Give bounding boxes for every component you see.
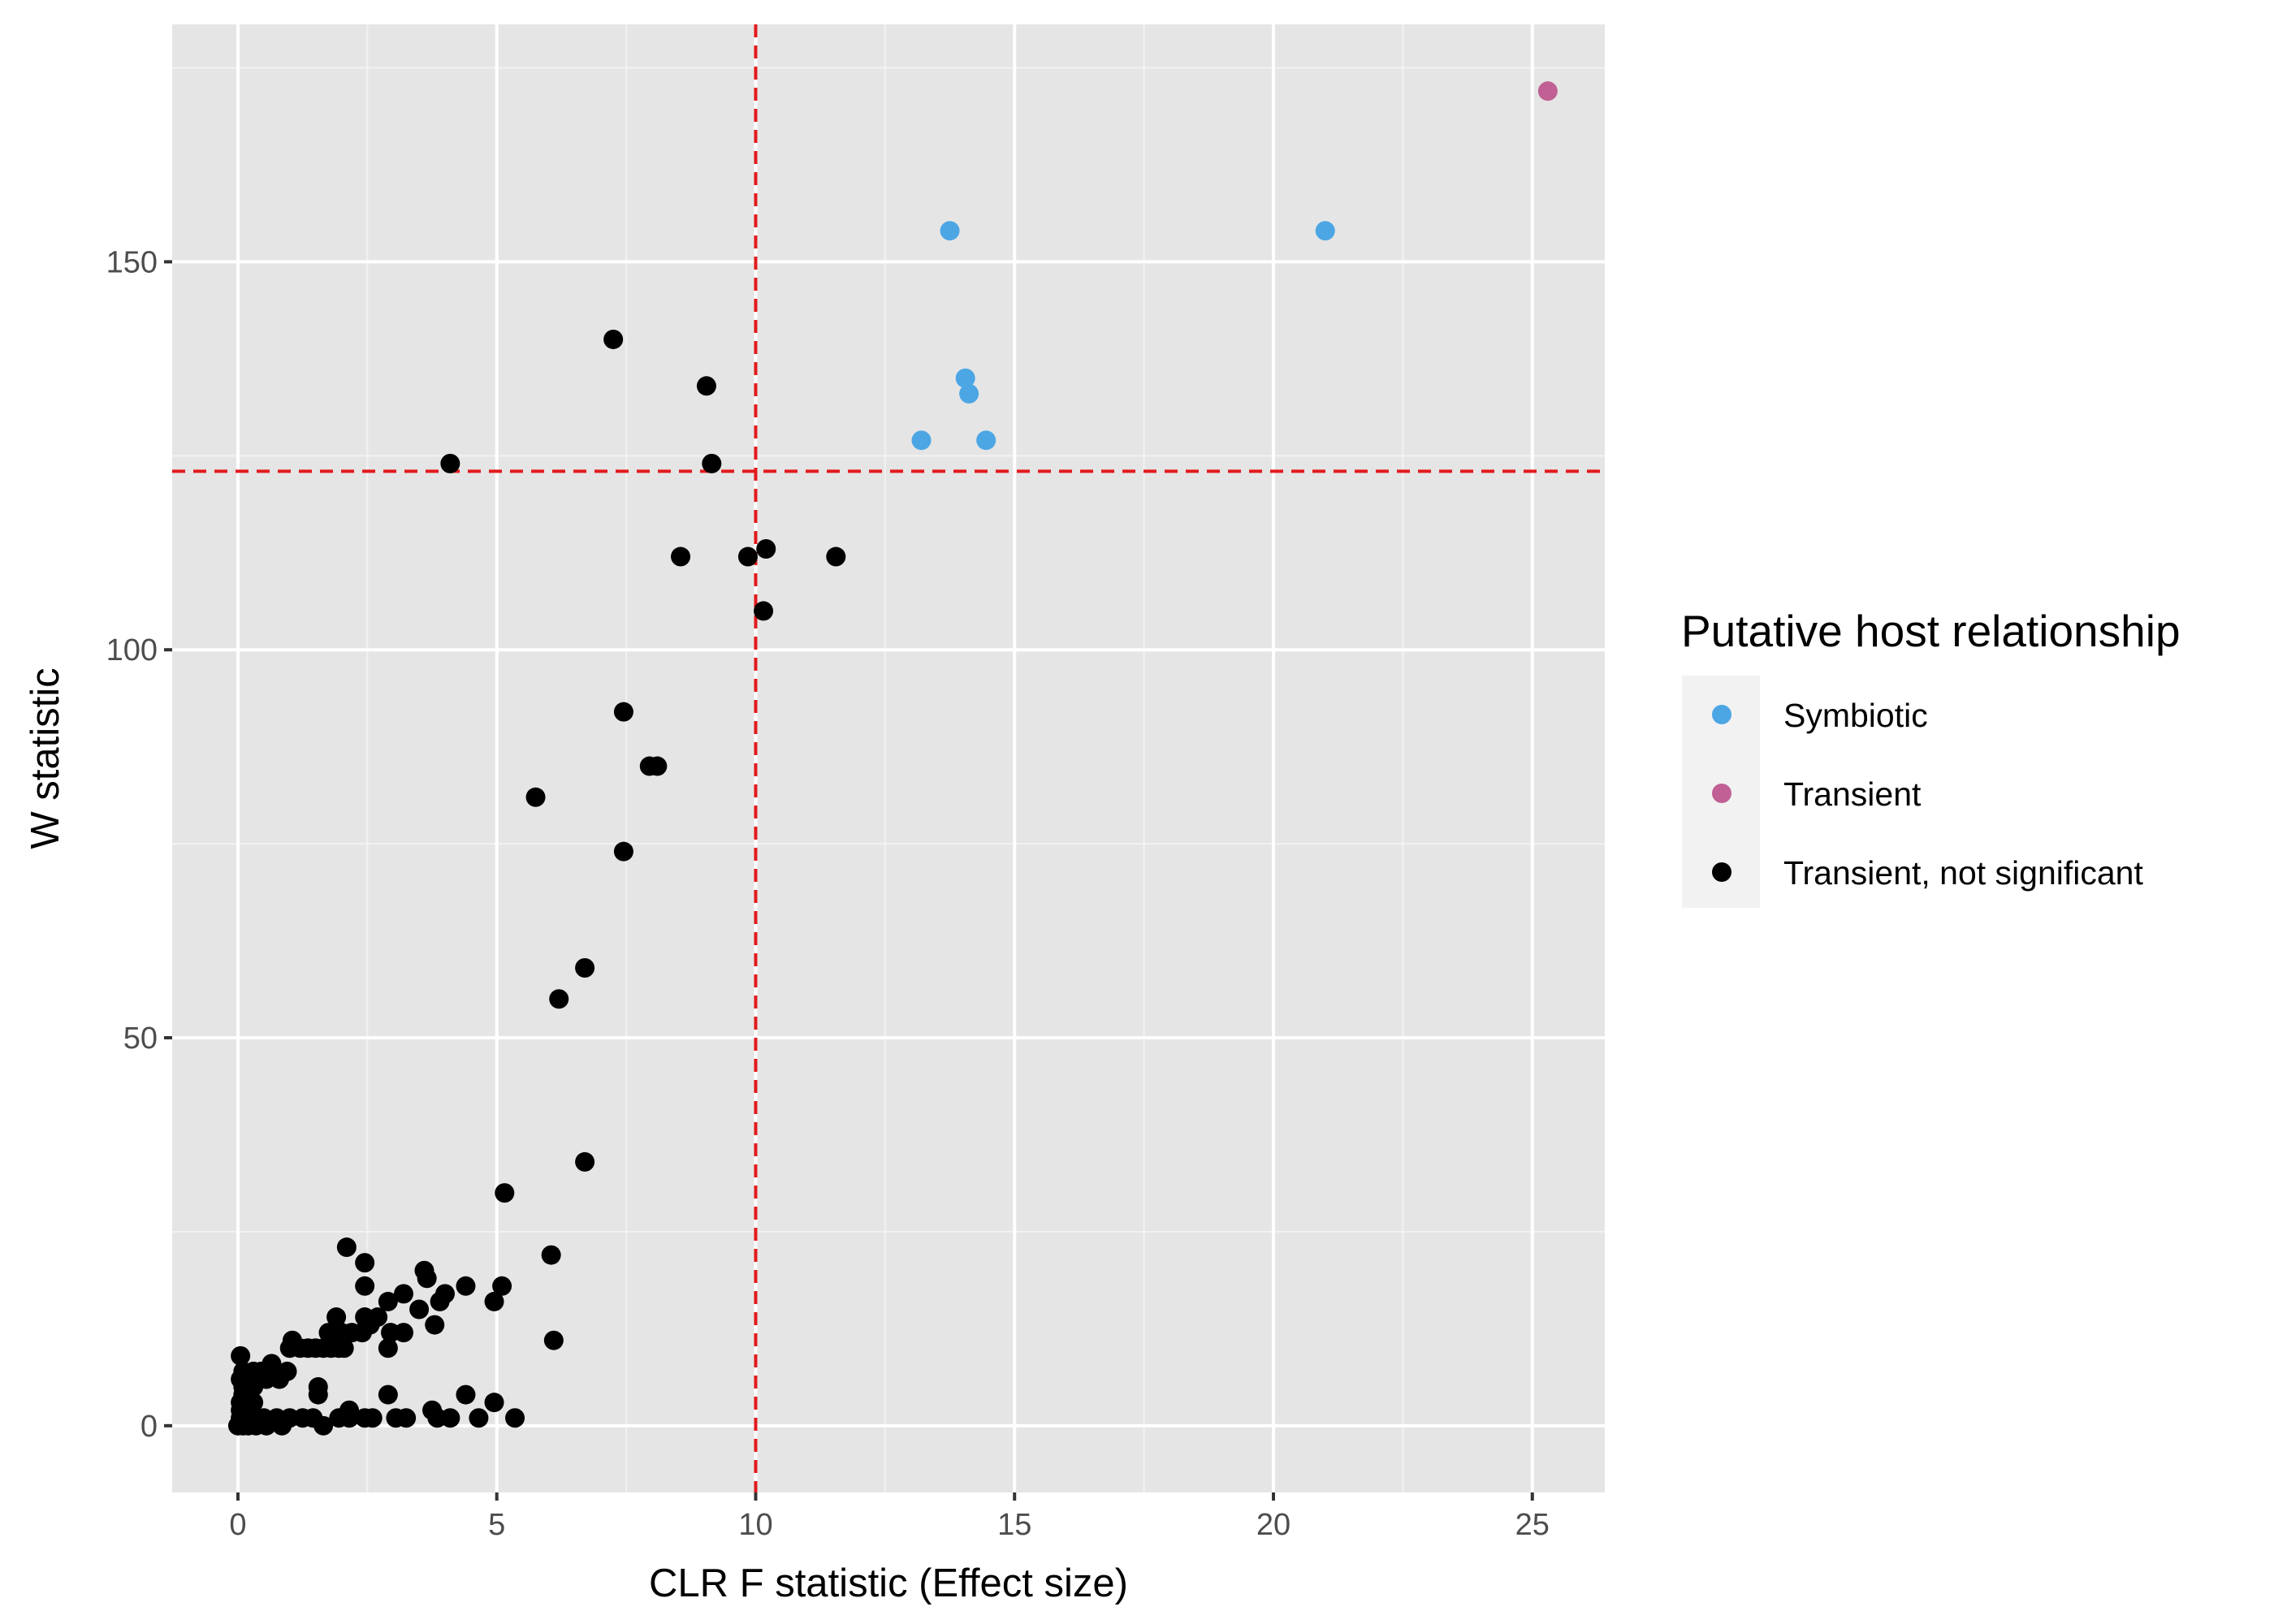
point-transient-not-significant xyxy=(647,756,668,776)
x-tick-label: 15 xyxy=(997,1508,1031,1542)
point-symbiotic xyxy=(911,430,932,451)
threshold-lines xyxy=(172,24,1605,1492)
point-transient-not-significant xyxy=(362,1408,383,1428)
point-symbiotic xyxy=(1315,221,1335,241)
x-axis-title: CLR F statistic (Effect size) xyxy=(649,1561,1128,1605)
legend-label: Symbiotic xyxy=(1783,697,1928,734)
point-transient-not-significant xyxy=(575,1151,595,1172)
point-symbiotic xyxy=(959,383,979,404)
point-transient-not-significant xyxy=(334,1338,354,1358)
point-transient-not-significant xyxy=(826,546,846,567)
legend-title: Putative host relationship xyxy=(1681,606,2181,656)
point-transient-not-significant xyxy=(355,1276,375,1296)
y-tick-labels: 0 50 100 150 xyxy=(106,245,158,1443)
point-transient-not-significant xyxy=(440,1408,460,1428)
point-transient-not-significant xyxy=(469,1408,489,1428)
point-transient-not-significant xyxy=(269,1369,289,1389)
point-transient-not-significant xyxy=(440,453,460,473)
point-transient-not-significant xyxy=(484,1393,504,1413)
point-transient-not-significant xyxy=(575,958,595,978)
point-transient-not-significant xyxy=(696,376,716,396)
point-transient-not-significant xyxy=(355,1253,375,1273)
point-transient-not-significant xyxy=(525,787,546,807)
point-transient-not-significant xyxy=(613,841,633,862)
point-transient-not-significant xyxy=(613,702,633,722)
legend-label: Transient, not significant xyxy=(1783,854,2143,892)
point-transient-not-significant xyxy=(352,1323,372,1343)
point-transient-not-significant xyxy=(456,1276,476,1296)
legend-key xyxy=(1712,862,1731,882)
legend-label: Transient xyxy=(1783,775,1922,813)
legend-entries: Symbiotic Transient Transient, not signifi… xyxy=(1712,697,2143,892)
point-transient-not-significant xyxy=(549,989,569,1009)
point-symbiotic xyxy=(940,221,960,241)
point-transient-not-significant xyxy=(430,1291,450,1311)
legend-key xyxy=(1712,705,1731,724)
point-transient-not-significant xyxy=(308,1384,328,1405)
point-transient-not-significant xyxy=(495,1183,515,1203)
point-transient-not-significant xyxy=(417,1268,437,1289)
x-tick-label: 5 xyxy=(488,1508,505,1542)
point-transient-not-significant xyxy=(505,1408,525,1428)
point-transient xyxy=(1537,81,1558,102)
point-transient-not-significant xyxy=(603,329,624,349)
point-symbiotic xyxy=(976,430,996,451)
y-tick-label: 100 xyxy=(106,633,158,667)
point-transient-not-significant xyxy=(257,1415,277,1436)
y-axis-title: W statistic xyxy=(24,667,67,849)
point-transient-not-significant xyxy=(756,538,776,559)
data-points xyxy=(227,81,1558,1436)
point-transient-not-significant xyxy=(425,1315,445,1335)
x-tick-labels: 0 5 10 15 20 25 xyxy=(229,1508,1549,1542)
point-transient-not-significant xyxy=(671,546,691,567)
point-transient-not-significant xyxy=(393,1323,413,1343)
point-transient-not-significant xyxy=(396,1408,417,1428)
point-transient-not-significant xyxy=(754,601,774,621)
y-tick-label: 0 xyxy=(141,1410,158,1444)
point-transient-not-significant xyxy=(336,1237,357,1258)
point-transient-not-significant xyxy=(541,1245,561,1265)
point-transient-not-significant xyxy=(231,1345,251,1366)
legend: Putative host relationship Symbiotic Tran… xyxy=(1681,606,2181,908)
point-transient-not-significant xyxy=(378,1291,398,1311)
x-tick-label: 25 xyxy=(1515,1508,1550,1542)
point-transient-not-significant xyxy=(326,1307,347,1328)
point-symbiotic xyxy=(955,368,975,388)
point-transient-not-significant xyxy=(737,546,758,567)
point-transient-not-significant xyxy=(543,1330,564,1350)
x-tick-label: 0 xyxy=(229,1508,246,1542)
axis-ticks xyxy=(164,260,1534,1501)
legend-key xyxy=(1712,784,1731,803)
point-transient-not-significant xyxy=(409,1299,430,1320)
point-transient-not-significant xyxy=(702,453,722,473)
point-transient-not-significant xyxy=(313,1415,334,1436)
point-transient-not-significant xyxy=(272,1415,292,1436)
point-transient-not-significant xyxy=(393,1284,413,1304)
plot-panel xyxy=(172,24,1605,1492)
x-tick-label: 20 xyxy=(1256,1508,1290,1542)
y-tick-label: 150 xyxy=(106,245,158,279)
y-tick-label: 50 xyxy=(123,1021,158,1056)
point-transient-not-significant xyxy=(492,1276,512,1296)
point-transient-not-significant xyxy=(456,1384,476,1405)
point-transient-not-significant xyxy=(378,1384,398,1405)
minor-gridlines xyxy=(172,24,1605,1492)
point-transient-not-significant xyxy=(339,1408,360,1428)
point-transient-not-significant xyxy=(484,1291,504,1311)
x-tick-label: 10 xyxy=(738,1508,772,1542)
point-transient-not-significant xyxy=(378,1338,398,1358)
